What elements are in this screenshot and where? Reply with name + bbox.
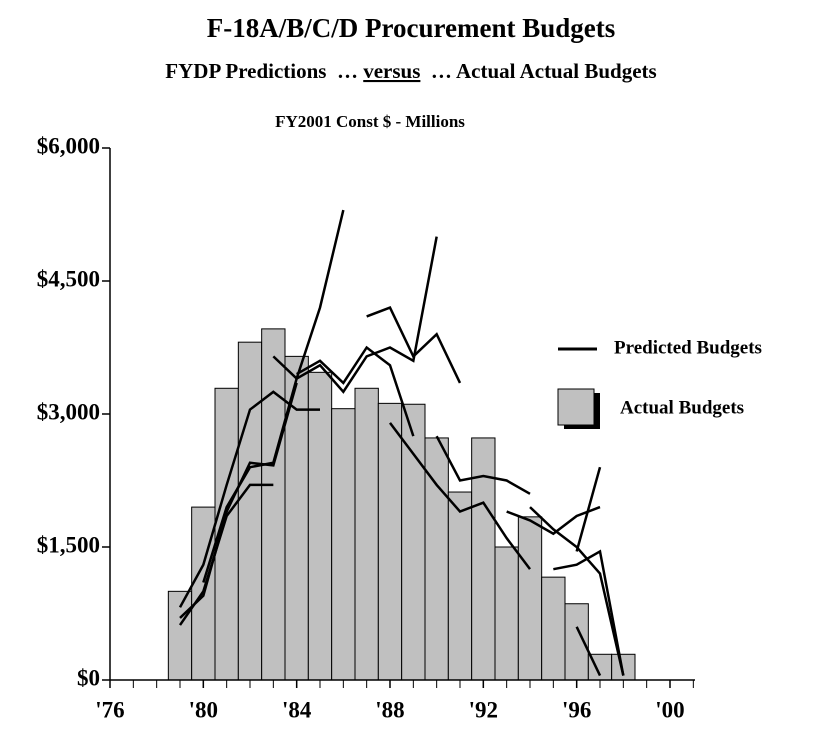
y-tick-label: $0	[77, 665, 100, 690]
prediction-line	[202, 209, 345, 583]
prediction-line	[272, 236, 438, 394]
chart-subtitle: FYDP Predictions … versus … Actual Actua…	[165, 59, 656, 83]
prediction-line	[296, 345, 415, 437]
bar	[517, 516, 543, 681]
y-tick-label: $6,000	[37, 133, 100, 158]
bar	[494, 546, 519, 681]
prediction-line	[366, 306, 462, 384]
bar	[261, 328, 286, 681]
subtitle-part: FYDP Predictions …	[165, 59, 363, 83]
y-tick-label: $4,500	[37, 266, 100, 291]
y-axis-title: FY2001 Const $ - Millions	[275, 112, 465, 131]
legend-swatch	[557, 388, 595, 426]
y-tick-label: $3,000	[37, 399, 100, 424]
x-tick-label: '92	[469, 697, 498, 722]
x-tick-label: '88	[375, 697, 404, 722]
x-tick-label: '96	[562, 697, 591, 722]
x-tick-label: '84	[282, 697, 312, 722]
bar	[307, 371, 333, 681]
prediction-line	[389, 422, 531, 570]
y-tick-label: $1,500	[37, 532, 100, 557]
bar	[167, 590, 193, 681]
bar	[611, 653, 636, 681]
bar	[237, 341, 263, 681]
prediction-line	[575, 626, 602, 677]
x-tick-label: '80	[189, 697, 218, 722]
x-tick-label: '00	[655, 697, 684, 722]
x-tick-label: '76	[95, 697, 124, 722]
bar	[541, 576, 566, 681]
bar	[471, 437, 496, 681]
prediction-line	[178, 390, 320, 608]
subtitle-part: versus	[363, 59, 420, 83]
prediction-line	[553, 549, 625, 676]
bar	[354, 387, 379, 681]
legend-label: Predicted Budgets	[614, 337, 762, 358]
bar	[401, 403, 426, 681]
bar	[331, 408, 356, 681]
legend-label: Actual Budgets	[620, 397, 744, 418]
subtitle-part: … Actual Actual Budgets	[420, 59, 656, 83]
chart-title: F-18A/B/C/D Procurement Budgets	[207, 13, 615, 43]
bar	[447, 491, 473, 681]
prediction-line	[435, 435, 531, 495]
prediction-line	[575, 466, 602, 552]
prediction-line	[506, 505, 601, 536]
bar	[377, 402, 403, 681]
